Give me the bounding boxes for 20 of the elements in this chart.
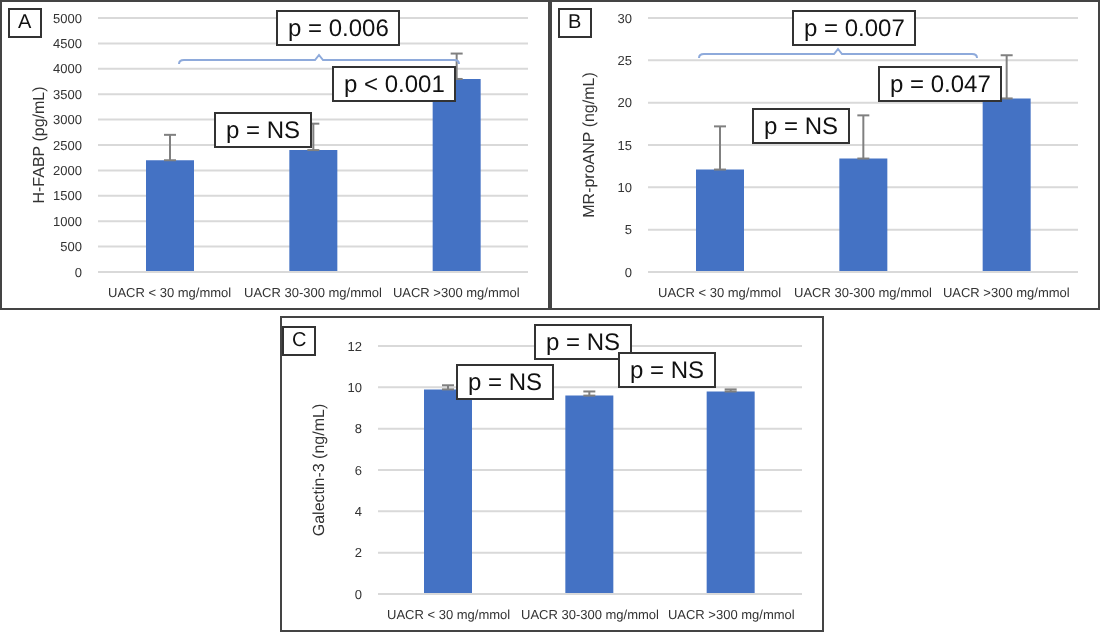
annotation: p = NS xyxy=(752,108,851,144)
annotation: p = NS xyxy=(618,352,717,388)
bar xyxy=(696,169,744,272)
annotation: p = 0.047 xyxy=(878,66,1003,102)
annotation: p = NS xyxy=(534,324,633,360)
y-axis-title: MR-proANP (ng/mL) xyxy=(579,71,598,218)
annotation: p = 0.006 xyxy=(276,10,401,46)
bar xyxy=(982,98,1031,272)
text: B xyxy=(558,8,592,38)
annotation: p < 0.001 xyxy=(332,66,457,102)
annotation: p = NS xyxy=(214,112,313,148)
annotation: p = NS xyxy=(456,364,555,400)
bar xyxy=(146,160,194,272)
y-axis-title: Galectin-3 (ng/mL) xyxy=(309,403,328,537)
bar xyxy=(289,150,338,272)
text: C xyxy=(282,326,317,356)
text: A xyxy=(8,8,42,38)
bar xyxy=(839,158,888,272)
annotation: p = 0.007 xyxy=(792,10,917,46)
y-axis-title: H-FABP (pg/mL) xyxy=(29,85,48,204)
